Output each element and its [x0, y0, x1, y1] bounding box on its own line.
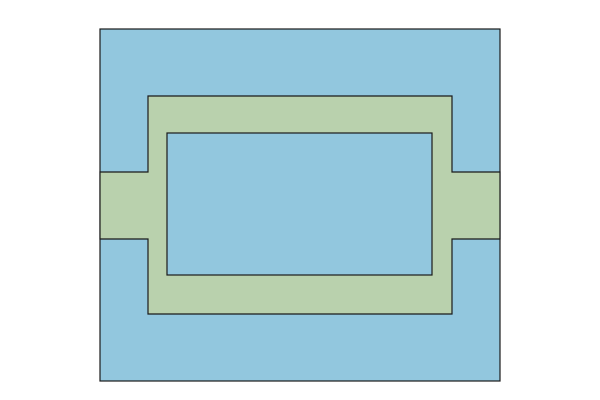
- inner-region: [167, 133, 432, 275]
